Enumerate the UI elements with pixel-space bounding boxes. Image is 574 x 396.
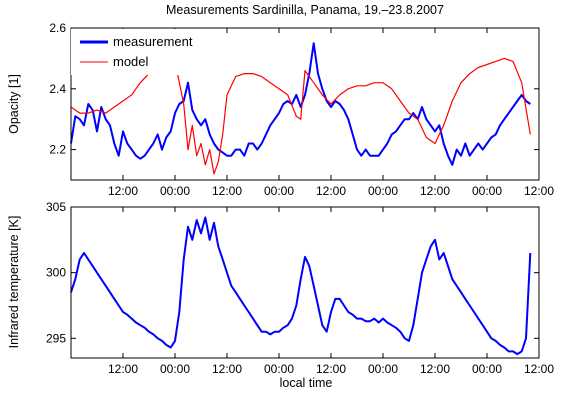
opacity-x-tick-label: 12:00 bbox=[524, 184, 554, 198]
temperature-plot-frame bbox=[70, 206, 540, 359]
opacity-x-tick-label: 12:00 bbox=[316, 184, 346, 198]
temperature-y-tick-label: 300 bbox=[46, 266, 66, 280]
temperature-panel: 12:00 00:00 12:00 00:00 12:00 00:00 12:00 00:00… bbox=[7, 200, 554, 390]
opacity-x-tick-label: 00:00 bbox=[160, 184, 190, 198]
opacity-panel: Measurements Sardinilla, Panama, 19.–23.… bbox=[7, 3, 554, 198]
opacity-y-tick-label: 2.4 bbox=[49, 82, 66, 96]
temperature-x-tick-label: 12:00 bbox=[420, 362, 450, 376]
opacity-x-tick-label: 12:00 bbox=[108, 184, 138, 198]
opacity-x-tick-label: 12:00 bbox=[212, 184, 242, 198]
opacity-x-tick-label: 12:00 bbox=[420, 184, 450, 198]
chart-title: Measurements Sardinilla, Panama, 19.–23.… bbox=[166, 3, 444, 17]
opacity-x-tick-label: 00:00 bbox=[472, 184, 502, 198]
legend-label-measurement: measurement bbox=[113, 34, 193, 49]
temperature-x-tick-label: 12:00 bbox=[316, 362, 346, 376]
opacity-series-line-measurement bbox=[70, 42, 531, 166]
temperature-series-group bbox=[70, 216, 532, 356]
temperature-ticks: 12:00 00:00 12:00 00:00 12:00 00:00 12:00 00:00… bbox=[46, 200, 554, 376]
opacity-y-tick-label: 2.2 bbox=[49, 143, 66, 157]
temperature-x-tick-label: 00:00 bbox=[264, 362, 294, 376]
temperature-x-tick-label: 12:00 bbox=[108, 362, 138, 376]
temperature-x-tick-label: 12:00 bbox=[524, 362, 554, 376]
legend-label-model: model bbox=[113, 54, 149, 69]
temperature-y-tick-label: 305 bbox=[46, 200, 66, 214]
opacity-y-axis-label: Opacity [1] bbox=[7, 74, 21, 134]
temperature-plot-area bbox=[71, 207, 539, 358]
temperature-series-line-0 bbox=[70, 216, 532, 356]
temperature-y-tick-label: 295 bbox=[46, 331, 66, 345]
legend: measurement model bbox=[71, 29, 211, 75]
temperature-x-tick-label: 00:00 bbox=[368, 362, 398, 376]
x-axis-label: local time bbox=[280, 376, 333, 390]
opacity-ticks: 12:00 00:00 12:00 00:00 12:00 00:00 12:00 00:00… bbox=[49, 21, 554, 198]
opacity-plot-frame bbox=[70, 27, 540, 181]
temperature-x-tick-label: 00:00 bbox=[472, 362, 502, 376]
legend-box bbox=[71, 29, 211, 75]
temperature-x-tick-label: 12:00 bbox=[212, 362, 242, 376]
opacity-x-tick-label: 00:00 bbox=[368, 184, 398, 198]
opacity-x-tick-label: 00:00 bbox=[264, 184, 294, 198]
temperature-x-tick-label: 00:00 bbox=[160, 362, 190, 376]
opacity-y-tick-label: 2.6 bbox=[49, 21, 66, 35]
temperature-y-axis-label: Infrared temperature [K] bbox=[7, 216, 21, 349]
